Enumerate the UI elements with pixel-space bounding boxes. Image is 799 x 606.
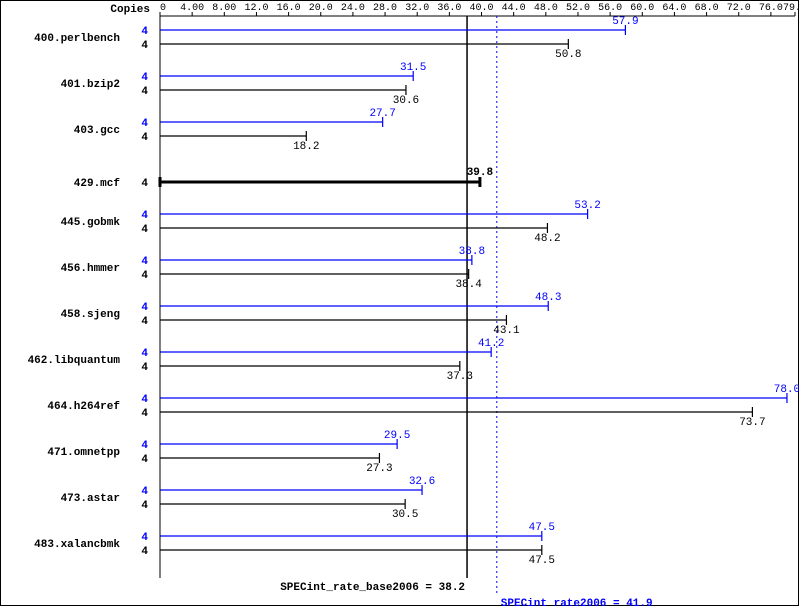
copies-peak: 4 [141,532,148,544]
x-tick-label: 79.0 [783,3,799,14]
copies-peak: 4 [141,26,148,38]
copies-peak: 4 [141,118,148,130]
copies-base: 4 [141,86,148,98]
x-tick-label: 40.0 [470,3,494,14]
benchmark-name: 429.mcf [74,178,121,190]
copies-peak: 4 [141,486,148,498]
value-peak: 27.7 [369,108,395,120]
value-base: 18.2 [293,141,319,153]
chart-svg: 0 4.00 8.00 12.0 16.0 20.0 24.0 28.0 32.0 36.0 40.… [0,0,799,606]
x-tick-label: 16.0 [277,3,301,14]
benchmark-name: 483.xalancbmk [34,539,120,551]
x-tick-label: 52.0 [566,3,590,14]
x-tick-label: 64.0 [662,3,686,14]
value-peak: 31.5 [400,62,426,74]
value-peak: 32.6 [409,476,435,488]
x-tick-label: 56.0 [598,3,622,14]
x-tick-label: 20.0 [309,3,333,14]
copies-header: Copies [110,4,150,16]
copies-base: 4 [141,224,148,236]
x-tick-label: 8.00 [212,3,236,14]
copies-peak: 4 [141,440,148,452]
benchmark-name: 445.gobmk [61,217,121,229]
benchmark-name: 473.astar [61,493,120,505]
x-tick-label: 60.0 [630,3,654,14]
copies-peak: 4 [141,302,148,314]
value-peak: 57.9 [612,16,638,28]
value-base: 30.5 [392,509,418,521]
copies-peak: 4 [141,348,148,360]
copies-base: 4 [141,316,148,328]
x-tick-label: 28.0 [373,3,397,14]
x-tick-label: 68.0 [695,3,719,14]
value-base: 73.7 [739,417,765,429]
x-tick-label: 44.0 [502,3,526,14]
copies-peak: 4 [141,72,148,84]
copies-base: 4 [141,178,148,190]
value-base: 47.5 [529,555,555,567]
copies-base: 4 [141,362,148,374]
benchmark-name: 462.libquantum [28,355,121,367]
x-tick-label: 36.0 [437,3,461,14]
copies-peak: 4 [141,394,148,406]
value-peak: 53.2 [574,200,600,212]
benchmark-name: 464.h264ref [47,401,120,413]
value-base: 27.3 [366,463,392,475]
value-base: 50.8 [555,49,581,61]
copies-base: 4 [141,454,148,466]
x-tick-label: 12.0 [244,3,268,14]
summary-peak: SPECint_rate2006 = 41.9 [501,598,653,606]
value-peak: 38.8 [459,246,485,258]
copies-base: 4 [141,546,148,558]
x-tick-label: 4.00 [180,3,204,14]
value-peak: 41.2 [478,338,504,350]
copies-peak: 4 [141,256,148,268]
copies-base: 4 [141,408,148,420]
x-tick-label: 48.0 [534,3,558,14]
benchmark-name: 458.sjeng [61,309,120,321]
benchmark-name: 471.omnetpp [47,447,120,459]
benchmark-name: 401.bzip2 [61,79,120,91]
value-peak: 47.5 [529,522,555,534]
value-base: 39.8 [467,167,494,179]
x-tick-label: 32.0 [405,3,429,14]
copies-base: 4 [141,40,148,52]
x-tick-label: 72.0 [727,3,751,14]
copies-base: 4 [141,500,148,512]
value-base: 43.1 [493,325,520,337]
benchmark-name: 403.gcc [74,125,120,137]
benchmark-name: 456.hmmer [61,263,120,275]
x-tick-label: 0 [160,3,166,14]
value-peak: 29.5 [384,430,410,442]
summary-base: SPECint_rate_base2006 = 38.2 [280,582,465,594]
copies-peak: 4 [141,210,148,222]
spec-chart-container: { "chart": { "type": "horizontal-bar-pai… [0,0,799,606]
x-tick-label: 76.0 [759,3,783,14]
value-base: 48.2 [534,233,560,245]
copies-base: 4 [141,270,148,282]
value-peak: 78.0 [774,384,799,396]
value-base: 38.4 [455,279,482,291]
value-base: 37.3 [447,371,473,383]
value-base: 30.6 [393,95,419,107]
x-tick-label: 24.0 [341,3,365,14]
value-peak: 48.3 [535,292,561,304]
copies-base: 4 [141,132,148,144]
benchmark-name: 400.perlbench [34,33,120,45]
